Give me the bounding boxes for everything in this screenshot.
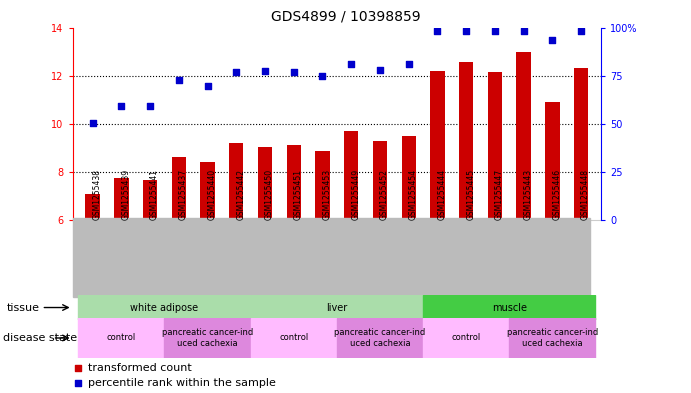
Bar [200, 162, 215, 220]
Text: pancreatic cancer-ind
uced cachexia: pancreatic cancer-ind uced cachexia [334, 328, 426, 348]
Text: GSM1255450: GSM1255450 [265, 169, 274, 220]
Bar [545, 102, 560, 220]
Bar [78, 318, 164, 358]
Point [173, 77, 184, 84]
Bar [143, 180, 158, 220]
Point [576, 28, 587, 34]
Bar [516, 51, 531, 220]
Text: GSM1255453: GSM1255453 [323, 169, 332, 220]
Bar [401, 136, 416, 220]
Text: disease state: disease state [3, 333, 77, 343]
Text: transformed count: transformed count [88, 362, 191, 373]
Bar [459, 62, 473, 220]
Point [461, 28, 472, 34]
Bar [78, 295, 251, 320]
Point [288, 69, 299, 75]
Text: GSM1255452: GSM1255452 [380, 169, 389, 220]
Point [116, 103, 127, 109]
Text: percentile rank within the sample: percentile rank within the sample [88, 378, 276, 388]
Text: control: control [107, 334, 136, 342]
Point [317, 72, 328, 79]
Text: GSM1255437: GSM1255437 [179, 169, 188, 220]
Bar [488, 72, 502, 220]
Bar [171, 158, 186, 220]
Bar [258, 147, 272, 220]
Bar [114, 178, 129, 220]
Text: GSM1255439: GSM1255439 [122, 169, 131, 220]
Point [547, 37, 558, 43]
Point [432, 28, 443, 34]
Text: GDS4899 / 10398859: GDS4899 / 10398859 [271, 10, 420, 24]
Bar [337, 318, 423, 358]
Text: white adipose: white adipose [131, 303, 198, 312]
Point [489, 28, 500, 34]
Text: tissue: tissue [7, 303, 40, 312]
Point [144, 103, 155, 109]
Point [73, 380, 84, 386]
Point [73, 364, 84, 371]
Bar [423, 318, 509, 358]
Point [260, 68, 271, 74]
Point [87, 119, 98, 126]
Text: GSM1255442: GSM1255442 [236, 169, 245, 220]
Text: liver: liver [326, 303, 348, 312]
Bar [344, 131, 359, 220]
Point [518, 28, 529, 34]
Point [346, 61, 357, 67]
Text: GSM1255448: GSM1255448 [581, 169, 590, 220]
Bar [315, 151, 330, 220]
Point [231, 69, 242, 75]
Text: GSM1255443: GSM1255443 [524, 169, 533, 220]
Text: GSM1255449: GSM1255449 [351, 169, 360, 220]
Text: GSM1255441: GSM1255441 [150, 169, 159, 220]
Text: GSM1255440: GSM1255440 [207, 169, 216, 220]
Point [202, 83, 213, 90]
Bar [423, 295, 596, 320]
Text: GSM1255445: GSM1255445 [466, 169, 475, 220]
Text: GSM1255451: GSM1255451 [294, 169, 303, 220]
Bar [251, 318, 337, 358]
Text: muscle: muscle [492, 303, 527, 312]
Bar [372, 141, 387, 220]
Text: GSM1255446: GSM1255446 [552, 169, 561, 220]
Bar [164, 318, 251, 358]
Point [403, 61, 414, 67]
Bar [251, 295, 423, 320]
Text: GSM1255438: GSM1255438 [93, 169, 102, 220]
Text: control: control [279, 334, 308, 342]
Text: GSM1255444: GSM1255444 [437, 169, 446, 220]
Text: pancreatic cancer-ind
uced cachexia: pancreatic cancer-ind uced cachexia [162, 328, 253, 348]
Bar [430, 71, 444, 220]
Bar [574, 68, 588, 220]
Bar [86, 194, 100, 220]
Text: pancreatic cancer-ind
uced cachexia: pancreatic cancer-ind uced cachexia [507, 328, 598, 348]
Text: GSM1255447: GSM1255447 [495, 169, 504, 220]
Point [375, 66, 386, 73]
Bar [229, 143, 243, 220]
Bar [509, 318, 596, 358]
Text: GSM1255454: GSM1255454 [408, 169, 417, 220]
Bar [287, 145, 301, 220]
Text: control: control [451, 334, 481, 342]
